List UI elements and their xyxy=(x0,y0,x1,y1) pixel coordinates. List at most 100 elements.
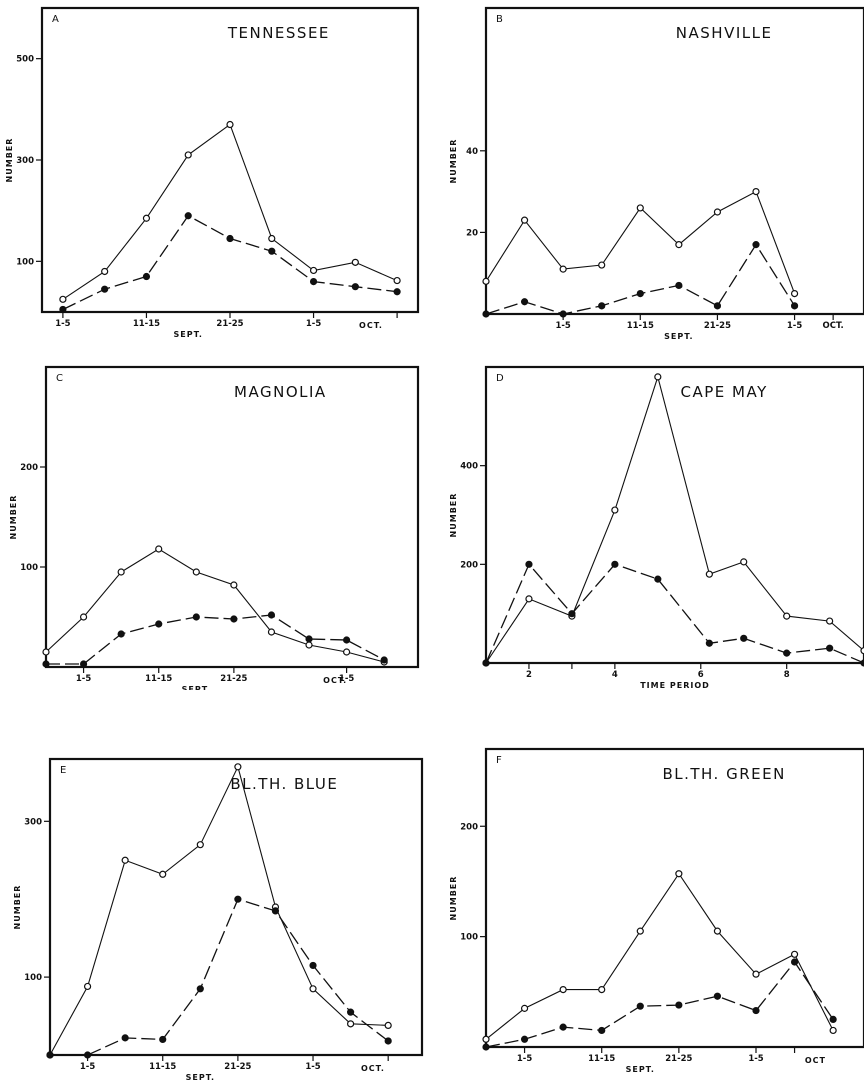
data-point-filled xyxy=(142,272,151,281)
data-point-filled xyxy=(184,212,192,220)
x-axis-label: SEPT. xyxy=(626,1065,655,1074)
chart-title: BL.TH. BLUE xyxy=(230,775,338,793)
plot-frame xyxy=(484,365,864,665)
chart-svg: 20 40 1-5 11-15 21-25 1-5 OCT. B NASHVILLE NUMBER… xyxy=(449,6,864,341)
data-point-filled xyxy=(268,247,276,255)
plot-frame xyxy=(484,747,864,1049)
x-axis-label: SEPT. xyxy=(186,1073,215,1080)
data-point-open xyxy=(654,373,662,381)
data-point-filled xyxy=(267,611,276,619)
x-axis-label-oct: OCT. xyxy=(323,676,347,685)
chart-svg: 100 200 1-5 11-15 21-25 1-5 F BL.TH. GREEN NUMBE… xyxy=(449,747,864,1074)
chart-svg: 100 200 1-5 11-15 21-25 1-5 C MAGNOLIA NUMBER SEP… xyxy=(9,365,420,694)
x-tick-label: 11-15 xyxy=(588,1054,615,1064)
data-point-open xyxy=(117,568,125,576)
data-point-filled xyxy=(351,283,359,291)
data-point-filled xyxy=(117,630,125,638)
y-tick-label: 20 xyxy=(466,228,478,238)
data-point-open xyxy=(59,295,67,303)
data-point-open xyxy=(783,612,791,620)
data-point-filled xyxy=(559,1023,567,1031)
y-tick-label: 100 xyxy=(460,933,478,943)
panel-letter: D xyxy=(496,373,504,384)
x-axis-label: TIME PERIOD xyxy=(640,681,710,690)
series-line-filled xyxy=(485,563,864,664)
data-point-filled xyxy=(234,895,242,903)
chart-svg: 100 300 500 1-5 11-15 21-25 1-5 A TENNESSEE NUMBE… xyxy=(5,6,420,339)
chart-panel-blth-blue: 100 300 1-5 11-15 21-25 1-5 E BL.TH. BLUE NUMBER… xyxy=(0,735,432,1082)
data-point-open xyxy=(829,1026,837,1035)
data-point-filled xyxy=(783,649,791,657)
data-point-open xyxy=(351,258,359,266)
data-point-filled xyxy=(636,1002,644,1010)
data-point-filled xyxy=(83,1051,92,1059)
data-point-open xyxy=(268,234,276,243)
y-tick-label: 400 xyxy=(460,462,478,472)
x-tick-label: 1-5 xyxy=(339,674,354,684)
panel-letter: F xyxy=(496,755,502,766)
data-point-open xyxy=(267,628,276,636)
y-tick-label: 500 xyxy=(16,55,34,65)
data-point-filled xyxy=(829,1015,837,1024)
data-point-open xyxy=(611,506,619,514)
data-point-open xyxy=(740,558,748,566)
data-point-open xyxy=(309,266,318,275)
data-point-open xyxy=(347,1020,355,1028)
data-point-filled xyxy=(230,615,238,623)
x-tick-label: 21-25 xyxy=(704,321,731,331)
data-point-open xyxy=(559,986,567,994)
data-point-open xyxy=(790,950,799,958)
data-point-filled xyxy=(675,281,683,290)
data-point-filled xyxy=(305,635,313,643)
data-point-filled xyxy=(226,234,234,243)
x-tick-label: OCT. xyxy=(823,321,844,331)
data-point-filled xyxy=(713,992,722,1000)
panel-letter: B xyxy=(496,14,503,25)
data-point-open xyxy=(559,265,567,273)
y-tick-label: 200 xyxy=(20,463,38,473)
data-point-filled xyxy=(79,660,88,668)
data-point-filled xyxy=(520,298,529,306)
data-point-open xyxy=(713,208,722,216)
data-point-filled xyxy=(675,1001,683,1009)
x-axis-label-oct: OCT. xyxy=(359,321,383,330)
y-axis-label: NUMBER xyxy=(13,885,22,930)
x-tick-label: 21-25 xyxy=(224,1062,251,1072)
data-point-open xyxy=(752,188,760,196)
data-point-filled xyxy=(525,560,533,568)
data-point-open xyxy=(142,214,151,222)
data-point-open xyxy=(826,617,834,625)
y-tick-label: 300 xyxy=(16,156,34,166)
data-point-filled xyxy=(309,961,317,970)
x-tick-label: 11-15 xyxy=(145,674,172,684)
data-point-open xyxy=(343,648,351,656)
data-point-filled xyxy=(740,634,748,642)
data-point-filled xyxy=(192,613,200,621)
y-axis-label: NUMBER xyxy=(449,139,458,184)
x-axis-label: SEPT. xyxy=(664,332,693,340)
data-point-filled xyxy=(654,575,662,583)
series-line-filled xyxy=(485,960,834,1048)
chart-panel-magnolia: 100 200 1-5 11-15 21-25 1-5 C MAGNOLIA NUMBER SEP… xyxy=(0,345,432,694)
data-point-open xyxy=(713,927,722,935)
plot-frame xyxy=(44,365,420,669)
data-point-open xyxy=(675,870,683,878)
x-tick-label: 11-15 xyxy=(149,1062,176,1072)
data-point-open xyxy=(309,985,317,993)
data-point-filled xyxy=(713,302,722,310)
chart-title: NASHVILLE xyxy=(676,24,773,42)
data-point-open xyxy=(42,648,50,656)
data-point-filled xyxy=(482,659,490,667)
chart-title: CAPE MAY xyxy=(681,383,768,401)
y-tick-label: 300 xyxy=(24,817,42,827)
y-tick-label: 100 xyxy=(16,257,34,267)
y-axis-label: NUMBER xyxy=(9,495,18,540)
data-point-open xyxy=(790,290,799,298)
x-tick-label: 1-5 xyxy=(517,1054,532,1064)
panel-letter: E xyxy=(60,765,66,776)
plot-frame xyxy=(40,6,420,314)
data-point-filled xyxy=(752,1006,760,1015)
data-point-open xyxy=(705,570,713,578)
data-point-filled xyxy=(559,310,567,318)
plot-frame xyxy=(48,757,424,1057)
